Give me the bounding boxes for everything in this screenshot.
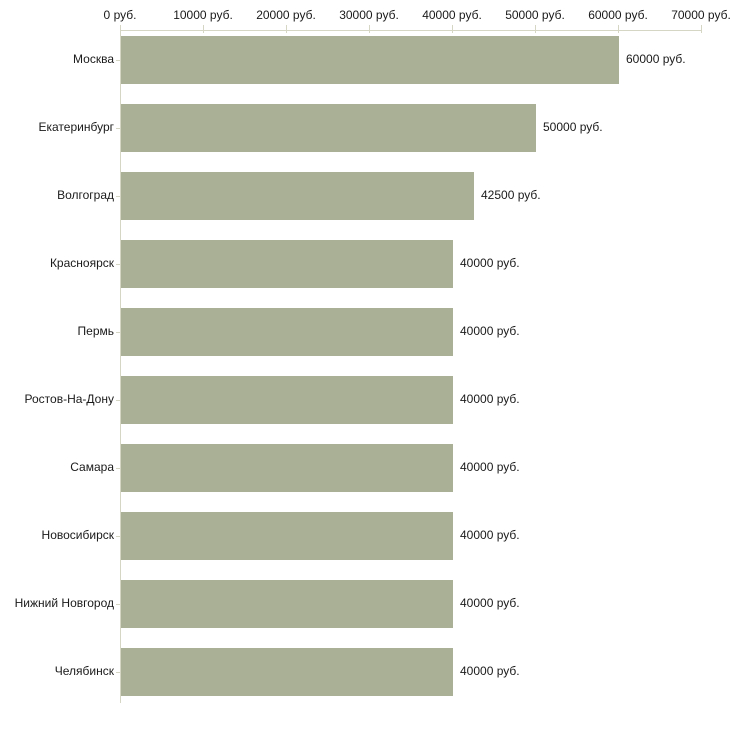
y-axis-tick-mark [116,672,121,673]
value-label: 40000 руб. [460,528,520,542]
category-label: Нижний Новгород [14,596,114,610]
x-axis-tick-mark [120,25,121,33]
category-label: Волгоград [57,188,114,202]
x-axis-tick-label: 50000 руб. [505,8,565,22]
value-label: 40000 руб. [460,256,520,270]
bar [121,444,453,492]
bar [121,376,453,424]
y-axis-tick-mark [116,604,121,605]
bar [121,240,453,288]
value-label: 40000 руб. [460,460,520,474]
value-label: 42500 руб. [481,188,541,202]
bar [121,512,453,560]
x-axis-tick-mark [286,25,287,33]
category-label: Екатеринбург [38,120,115,134]
category-label: Пермь [77,324,114,338]
x-axis-tick-mark [203,25,204,33]
value-label: 40000 руб. [460,664,520,678]
category-label: Ростов-На-Дону [24,392,114,406]
x-axis-tick-label: 20000 руб. [256,8,316,22]
x-axis-tick-mark [701,25,702,33]
value-label: 40000 руб. [460,324,520,338]
bar [121,104,536,152]
bar [121,172,474,220]
x-axis-tick-label: 0 руб. [103,8,137,22]
y-axis-tick-mark [116,536,121,537]
x-axis-tick-label: 10000 руб. [173,8,233,22]
bar [121,648,453,696]
x-axis-line [120,30,702,31]
y-axis-tick-mark [116,196,121,197]
y-axis-tick-mark [116,264,121,265]
x-axis-tick-label: 40000 руб. [422,8,482,22]
x-axis-tick-mark [618,25,619,33]
value-label: 40000 руб. [460,392,520,406]
value-label: 50000 руб. [543,120,603,134]
y-axis-tick-mark [116,332,121,333]
bar [121,580,453,628]
value-label: 40000 руб. [460,596,520,610]
category-label: Челябинск [54,664,114,678]
y-axis-tick-mark [116,468,121,469]
x-axis-tick-mark [452,25,453,33]
x-axis-tick-label: 70000 руб. [671,8,730,22]
value-label: 60000 руб. [626,52,686,66]
bar [121,36,619,84]
x-axis-tick-mark [369,25,370,33]
category-label: Новосибирск [41,528,114,542]
x-axis-tick-mark [535,25,536,33]
category-label: Красноярск [49,256,114,270]
x-axis-tick-label: 30000 руб. [339,8,399,22]
y-axis-tick-mark [116,60,121,61]
category-label: Москва [73,52,114,66]
bar [121,308,453,356]
y-axis-tick-mark [116,128,121,129]
category-label: Самара [70,460,114,474]
y-axis-line [120,30,121,703]
x-axis-tick-label: 60000 руб. [588,8,648,22]
y-axis-tick-mark [116,400,121,401]
